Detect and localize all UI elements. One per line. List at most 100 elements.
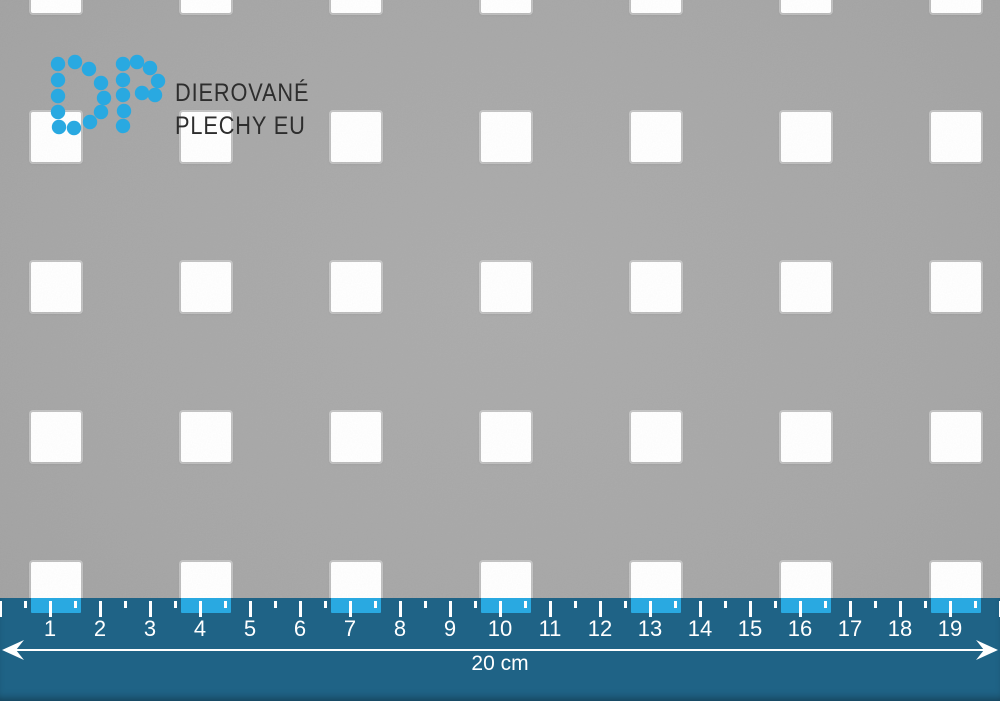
hole-highlight bbox=[31, 598, 81, 613]
ruler-tick-major bbox=[699, 601, 702, 617]
ruler-tick-major bbox=[49, 601, 52, 617]
logo-dot-p bbox=[134, 85, 150, 101]
ruler-number: 1 bbox=[43, 616, 57, 641]
square-hole bbox=[931, 412, 981, 462]
square-hole bbox=[331, 0, 381, 13]
logo-dot-d bbox=[82, 114, 98, 130]
hole-highlight bbox=[181, 598, 231, 613]
ruler-tick-major bbox=[849, 601, 852, 617]
square-hole bbox=[631, 112, 681, 162]
logo-dot-d bbox=[50, 56, 66, 72]
square-hole bbox=[781, 0, 831, 13]
square-hole bbox=[181, 0, 231, 13]
square-hole bbox=[331, 112, 381, 162]
ruler-tick-minor bbox=[473, 601, 477, 608]
ruler-number: 10 bbox=[487, 616, 513, 641]
logo-dot-p bbox=[115, 72, 131, 88]
square-hole bbox=[781, 412, 831, 462]
ruler-number: 9 bbox=[443, 616, 457, 641]
logo-dot-p bbox=[142, 60, 158, 76]
ruler-tick-major bbox=[899, 601, 902, 617]
ruler-number: 2 bbox=[93, 616, 107, 641]
span-length-label: 20 cm bbox=[471, 652, 529, 675]
square-hole bbox=[931, 262, 981, 312]
ruler-tick-minor bbox=[873, 601, 877, 608]
logo-dot-d bbox=[66, 120, 82, 136]
ruler-tick-minor bbox=[773, 601, 777, 608]
ruler-tick-minor bbox=[523, 601, 527, 608]
ruler-tick-major bbox=[0, 601, 2, 617]
ruler-tick-major bbox=[299, 601, 302, 617]
logo-dot-d bbox=[50, 104, 66, 120]
logo-dot-d bbox=[93, 75, 109, 91]
logo-dot-d bbox=[67, 54, 83, 70]
dp-logo-icon bbox=[50, 54, 166, 136]
ruler-number: 19 bbox=[937, 616, 963, 641]
ruler-number: 5 bbox=[243, 616, 257, 641]
ruler-number: 12 bbox=[587, 616, 613, 641]
ruler-number: 8 bbox=[393, 616, 407, 641]
square-hole bbox=[331, 262, 381, 312]
ruler-tick-minor bbox=[623, 601, 627, 608]
logo-dot-d bbox=[81, 61, 97, 77]
ruler-number: 15 bbox=[737, 616, 763, 641]
ruler-number: 18 bbox=[887, 616, 913, 641]
hole-highlight bbox=[631, 598, 681, 613]
square-hole bbox=[781, 262, 831, 312]
ruler-tick-major bbox=[549, 601, 552, 617]
brand-name: DIEROVANÉ PLECHY EU bbox=[175, 77, 309, 143]
ruler-tick-minor bbox=[173, 601, 177, 608]
square-hole bbox=[181, 262, 231, 312]
brand-name-line1: DIEROVANÉ bbox=[175, 79, 310, 107]
span-arrow bbox=[2, 640, 998, 660]
logo-dot-p bbox=[115, 118, 131, 134]
square-hole bbox=[931, 112, 981, 162]
square-hole bbox=[481, 112, 531, 162]
ruler-tick-major bbox=[399, 601, 402, 617]
logo-dot-d bbox=[50, 88, 66, 104]
square-hole bbox=[931, 0, 981, 13]
square-hole bbox=[631, 0, 681, 13]
ruler-tick-minor bbox=[323, 601, 327, 608]
ruler-tick-major bbox=[249, 601, 252, 617]
logo-dot-p bbox=[116, 103, 132, 119]
square-hole bbox=[631, 262, 681, 312]
ruler-tick-minor bbox=[223, 601, 227, 608]
hole-highlight bbox=[481, 598, 531, 613]
ruler-tick-minor bbox=[373, 601, 377, 608]
hole-highlight bbox=[931, 598, 981, 613]
ruler-tick-minor bbox=[573, 601, 577, 608]
square-hole bbox=[331, 412, 381, 462]
logo-dot-d bbox=[93, 104, 109, 120]
ruler-tick-major bbox=[149, 601, 152, 617]
square-hole bbox=[31, 262, 81, 312]
square-hole bbox=[631, 412, 681, 462]
arrow-right-icon bbox=[976, 640, 998, 660]
ruler-tick-major bbox=[649, 601, 652, 617]
ruler-number: 7 bbox=[343, 616, 357, 641]
hole-highlight bbox=[331, 598, 381, 613]
ruler-tick-minor bbox=[673, 601, 677, 608]
logo-dot-p bbox=[150, 73, 166, 89]
measuring-ruler: 1 2 3 4 5 6 7 8 9 10 11 12 13 14 15 16 17 18 19 20 cm bbox=[0, 598, 1000, 701]
square-hole bbox=[181, 412, 231, 462]
logo-dot-p bbox=[147, 87, 163, 103]
arrow-left-icon bbox=[2, 640, 24, 660]
ruler-tick-minor bbox=[23, 601, 27, 608]
logo-dot-d bbox=[51, 119, 67, 135]
ruler-tick-minor bbox=[273, 601, 277, 608]
ruler-tick-minor bbox=[423, 601, 427, 608]
ruler-tick-major bbox=[199, 601, 202, 617]
ruler-tick-minor bbox=[973, 601, 977, 608]
brand-name-line2: PLECHY EU bbox=[175, 112, 306, 140]
ruler-tick-major bbox=[599, 601, 602, 617]
ruler-tick-major bbox=[349, 601, 352, 617]
square-hole bbox=[481, 0, 531, 13]
ruler-number: 16 bbox=[787, 616, 813, 641]
ruler-tick-major bbox=[749, 601, 752, 617]
square-hole bbox=[481, 412, 531, 462]
logo-dot-p bbox=[115, 56, 131, 72]
ruler-number: 4 bbox=[193, 616, 207, 641]
ruler-number: 13 bbox=[637, 616, 663, 641]
